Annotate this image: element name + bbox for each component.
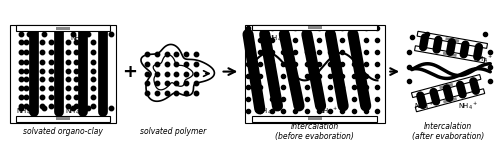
- Bar: [252, 24, 378, 30]
- Bar: [417, 31, 488, 48]
- Bar: [443, 97, 457, 104]
- Text: NH$_4$$^+$: NH$_4$$^+$: [268, 32, 287, 44]
- Text: NH$_4$$^+$: NH$_4$$^+$: [16, 105, 36, 117]
- Bar: [308, 26, 322, 29]
- Text: NH$_4$$^+$: NH$_4$$^+$: [66, 105, 86, 117]
- Text: NH$_4$$^+$: NH$_4$$^+$: [458, 100, 478, 112]
- Bar: [412, 75, 481, 98]
- Text: NH$_4$$^+$: NH$_4$$^+$: [473, 53, 494, 65]
- Bar: [414, 46, 485, 63]
- Bar: [416, 89, 484, 112]
- Text: solvated polymer: solvated polymer: [140, 127, 206, 136]
- Bar: [439, 83, 453, 89]
- Text: NH$_4$$^+$: NH$_4$$^+$: [414, 100, 434, 112]
- Bar: [245, 24, 386, 123]
- Bar: [10, 24, 116, 123]
- Bar: [252, 116, 378, 122]
- Text: +: +: [122, 63, 137, 81]
- Bar: [308, 118, 322, 120]
- Bar: [446, 37, 460, 42]
- Text: NH$_4$$^+$: NH$_4$$^+$: [70, 32, 90, 44]
- Polygon shape: [141, 44, 214, 101]
- Bar: [16, 116, 110, 122]
- Text: solvated organo-clay: solvated organo-clay: [23, 127, 102, 136]
- Text: Intercalation
(after evaboration): Intercalation (after evaboration): [412, 122, 484, 141]
- Bar: [442, 52, 457, 57]
- Text: Intercalation
(before evaboration): Intercalation (before evaboration): [276, 122, 354, 141]
- Polygon shape: [153, 55, 193, 90]
- Bar: [56, 118, 70, 120]
- Text: NH$_4$$^+$: NH$_4$$^+$: [318, 105, 338, 117]
- Bar: [16, 25, 110, 31]
- Bar: [56, 27, 70, 30]
- Text: NH$_4$$^+$: NH$_4$$^+$: [258, 105, 278, 117]
